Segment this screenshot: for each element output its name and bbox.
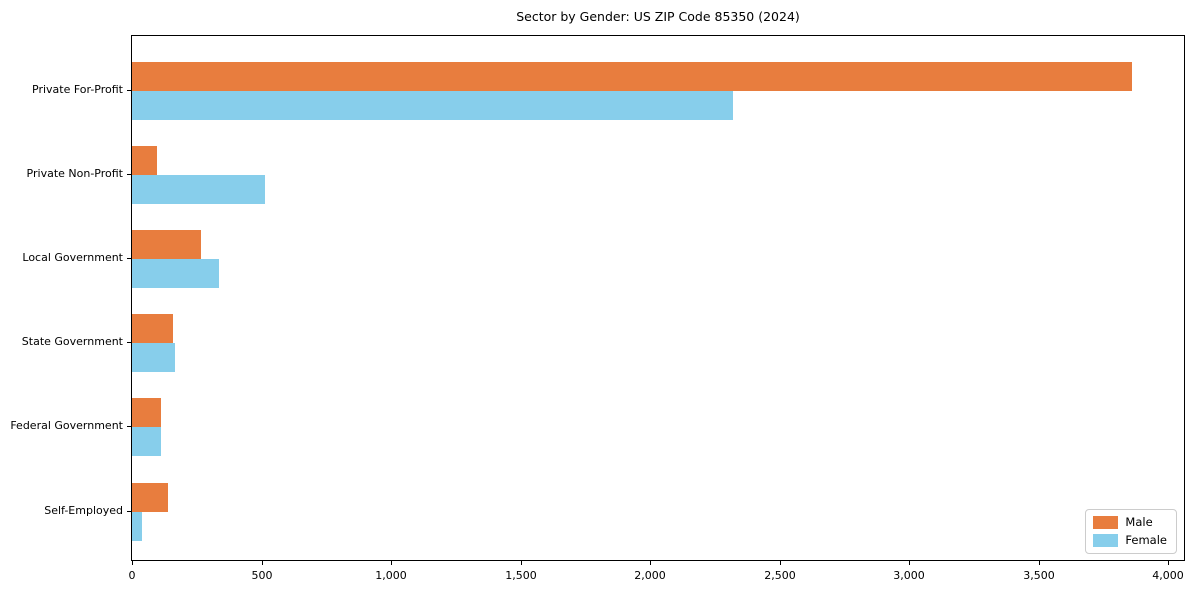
bar-male-1: [132, 146, 157, 175]
bar-male-3: [132, 314, 173, 343]
y-tick-label: Self-Employed: [44, 504, 123, 517]
chart-title: Sector by Gender: US ZIP Code 85350 (202…: [516, 9, 800, 24]
bar-female-0: [132, 91, 733, 120]
bar-female-5: [132, 512, 142, 541]
bar-male-0: [132, 62, 1132, 91]
x-tick-label: 2,000: [634, 569, 666, 582]
y-tick-mark: [127, 258, 131, 259]
x-tick-mark: [1039, 561, 1040, 565]
bar-male-5: [132, 483, 168, 512]
x-tick-mark: [262, 561, 263, 565]
y-tick-label: Local Government: [22, 251, 123, 264]
y-tick-mark: [127, 90, 131, 91]
y-tick-label: Federal Government: [10, 419, 123, 432]
bar-male-4: [132, 398, 161, 427]
x-tick-label: 1,000: [375, 569, 407, 582]
y-tick-mark: [127, 511, 131, 512]
bar-female-1: [132, 175, 265, 204]
y-tick-label: State Government: [21, 335, 123, 348]
x-tick-mark: [909, 561, 910, 565]
y-tick-mark: [127, 426, 131, 427]
x-tick-label: 3,500: [1023, 569, 1055, 582]
x-tick-label: 0: [128, 569, 136, 582]
legend-swatch-male: [1093, 516, 1119, 529]
bar-male-2: [132, 230, 201, 259]
y-tick-mark: [127, 342, 131, 343]
x-tick-mark: [780, 561, 781, 565]
legend: Male Female: [1085, 509, 1177, 554]
bar-female-3: [132, 343, 175, 372]
legend-swatch-female: [1093, 534, 1119, 547]
x-tick-mark: [391, 561, 392, 565]
x-tick-label: 4,000: [1152, 569, 1184, 582]
x-tick-mark: [1168, 561, 1169, 565]
legend-label: Female: [1125, 533, 1167, 547]
bar-female-2: [132, 259, 219, 288]
plot-area: Male Female: [131, 35, 1185, 561]
y-tick-label: Private Non-Profit: [26, 167, 123, 180]
legend-label: Male: [1125, 515, 1153, 529]
x-tick-mark: [521, 561, 522, 565]
x-tick-mark: [132, 561, 133, 565]
x-tick-label: 1,500: [505, 569, 537, 582]
x-tick-label: 3,000: [893, 569, 925, 582]
legend-entry-female: Female: [1093, 534, 1167, 547]
x-tick-mark: [650, 561, 651, 565]
bar-female-4: [132, 427, 161, 456]
x-tick-label: 2,500: [764, 569, 796, 582]
x-tick-label: 500: [251, 569, 273, 582]
y-tick-mark: [127, 174, 131, 175]
y-tick-label: Private For-Profit: [32, 83, 123, 96]
legend-entry-male: Male: [1093, 516, 1167, 529]
